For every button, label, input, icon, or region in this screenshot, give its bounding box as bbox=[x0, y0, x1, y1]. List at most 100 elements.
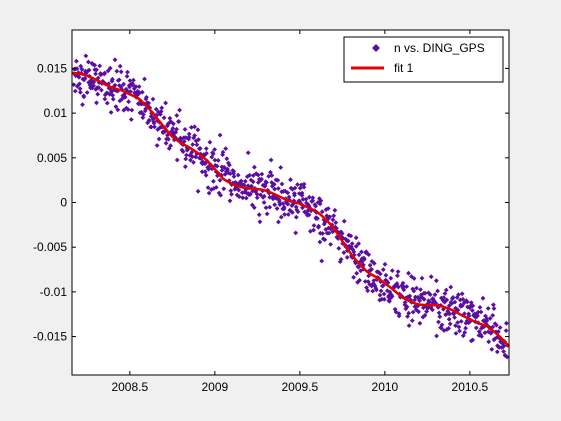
scatter-point bbox=[88, 77, 94, 83]
scatter-point bbox=[272, 202, 278, 208]
y-axis: 0.015 0.01 0.005 0 -0.005 -0.01 -0.015 bbox=[33, 61, 509, 344]
scatter-point bbox=[225, 170, 231, 176]
scatter-point bbox=[470, 303, 476, 309]
scatter-point bbox=[254, 195, 260, 201]
scatter-point bbox=[154, 113, 160, 118]
scatter-point bbox=[497, 325, 503, 330]
scatter-point bbox=[127, 78, 133, 83]
scatter-point bbox=[489, 347, 495, 352]
scatter-point bbox=[501, 349, 506, 354]
scatter-point bbox=[504, 320, 509, 326]
scatter-point bbox=[477, 305, 483, 310]
scatter-point bbox=[450, 295, 456, 300]
scatter-point bbox=[278, 165, 284, 170]
scatter-point bbox=[264, 180, 269, 185]
scatter-point bbox=[186, 136, 191, 142]
scatter-point bbox=[503, 328, 509, 333]
scatter-point bbox=[483, 313, 488, 319]
scatter-point bbox=[261, 200, 267, 205]
scatter-point bbox=[428, 274, 434, 280]
scatter-point bbox=[102, 70, 108, 76]
y-tick-label: 0.01 bbox=[44, 106, 68, 120]
scatter-point bbox=[405, 314, 410, 319]
scatter-point bbox=[192, 133, 197, 138]
scatter-point bbox=[188, 157, 193, 163]
scatter-point bbox=[464, 299, 470, 305]
scatter-point bbox=[119, 96, 125, 102]
scatter-point bbox=[485, 306, 491, 311]
scatter-point bbox=[336, 246, 342, 251]
scatter-point bbox=[303, 196, 309, 202]
scatter-point bbox=[117, 63, 123, 69]
scatter-point bbox=[338, 257, 344, 262]
scatter-point bbox=[80, 102, 85, 107]
scatter-point bbox=[267, 204, 273, 210]
scatter-point bbox=[275, 177, 281, 183]
scatter-point bbox=[93, 87, 99, 92]
x-tick-label: 2009.5 bbox=[282, 380, 319, 394]
scatter-point bbox=[504, 354, 510, 360]
scatter-point bbox=[414, 285, 419, 291]
scatter-point bbox=[143, 106, 149, 112]
scatter-point bbox=[189, 154, 195, 160]
scatter-point bbox=[295, 209, 301, 215]
scatter-point bbox=[354, 270, 360, 276]
scatter-point bbox=[293, 230, 299, 236]
scatter-point bbox=[165, 132, 170, 138]
scatter-point bbox=[244, 174, 250, 179]
scatter-point bbox=[274, 206, 280, 211]
scatter-point bbox=[123, 86, 129, 92]
scatter-point bbox=[475, 309, 481, 315]
scatter-point bbox=[343, 236, 348, 242]
scatter-point bbox=[463, 325, 468, 331]
scatter-point bbox=[441, 328, 447, 333]
y-tick-label: -0.01 bbox=[40, 285, 68, 299]
scatter-point bbox=[166, 136, 171, 142]
scatter-point bbox=[332, 207, 338, 213]
scatter-point bbox=[259, 171, 265, 177]
scatter-point bbox=[459, 291, 465, 297]
scatter-point bbox=[163, 100, 168, 106]
scatter-point bbox=[141, 112, 146, 117]
scatter-point bbox=[177, 107, 182, 113]
scatter-point bbox=[435, 288, 440, 294]
scatter-point bbox=[125, 107, 131, 112]
legend-marker-scatter bbox=[372, 44, 380, 52]
scatter-point bbox=[448, 284, 454, 290]
scatter-point bbox=[406, 270, 411, 276]
scatter-point bbox=[278, 214, 284, 220]
scatter-point bbox=[205, 185, 211, 190]
scatter-point bbox=[452, 315, 457, 320]
scatter-point bbox=[299, 193, 305, 198]
scatter-point bbox=[106, 81, 111, 87]
scatter-point bbox=[416, 309, 421, 315]
scatter-point bbox=[484, 316, 490, 322]
scatter-point bbox=[411, 288, 417, 294]
scatter-point bbox=[290, 186, 295, 192]
scatter-point bbox=[108, 110, 114, 115]
scatter-point bbox=[115, 107, 121, 113]
scatter-point bbox=[262, 183, 268, 189]
scatter-point bbox=[245, 150, 251, 156]
scatter-point bbox=[86, 59, 91, 65]
scatter-point bbox=[250, 173, 256, 178]
scatter-point bbox=[340, 235, 346, 241]
scatter-point bbox=[159, 105, 165, 111]
scatter-point bbox=[446, 303, 452, 309]
scatter-point bbox=[204, 150, 209, 156]
scatter-point bbox=[186, 131, 192, 137]
scatter-point bbox=[93, 71, 98, 77]
scatter-point bbox=[144, 94, 149, 100]
scatter-point bbox=[87, 83, 93, 88]
y-tick-label: -0.005 bbox=[33, 240, 67, 254]
scatter-point bbox=[292, 192, 297, 198]
scatter-point bbox=[223, 146, 229, 151]
scatter-point bbox=[217, 177, 223, 183]
scatter-point bbox=[480, 295, 486, 301]
scatter-point bbox=[394, 281, 400, 286]
scatter-point bbox=[395, 273, 400, 279]
scatter-point bbox=[212, 163, 218, 168]
scatter-point bbox=[110, 96, 116, 102]
scatter-point bbox=[195, 127, 201, 133]
scatter-point bbox=[439, 325, 444, 331]
